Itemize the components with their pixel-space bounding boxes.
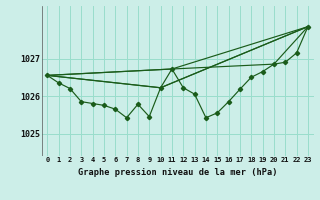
X-axis label: Graphe pression niveau de la mer (hPa): Graphe pression niveau de la mer (hPa) bbox=[78, 168, 277, 177]
